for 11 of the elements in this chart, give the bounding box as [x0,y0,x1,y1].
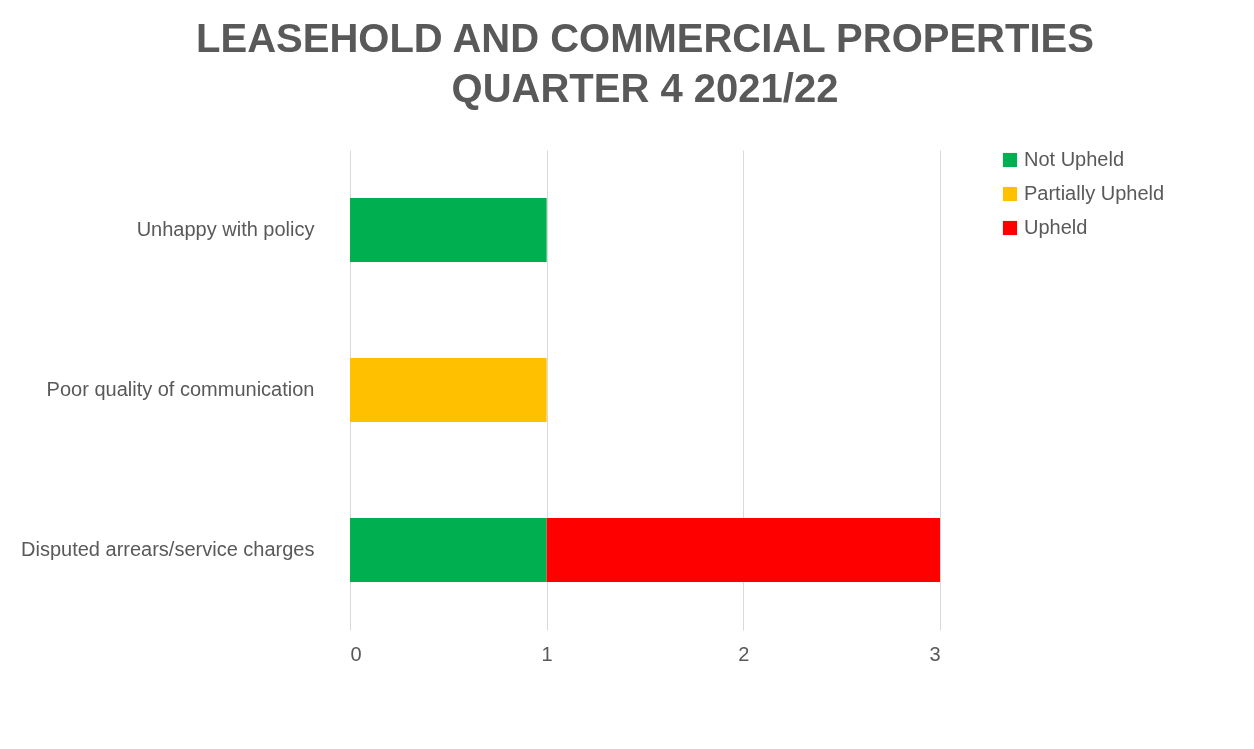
y-tick-label: Poor quality of communication [46,378,315,400]
legend-label: Upheld [1024,216,1088,238]
x-tick-label: 1 [541,642,553,665]
y-tick-label: Unhappy with policy [136,218,315,240]
legend-label: Partially Upheld [1024,182,1165,204]
x-tick-label: 0 [350,642,362,665]
chart-title: LEASEHOLD AND COMMERCIAL PROPERTIES QUARTER 4 2021/22 [196,16,1094,110]
legend-label: Not Upheld [1024,148,1125,170]
x-tick-label: 2 [738,642,750,665]
x-tick-label: 3 [929,642,941,665]
y-tick-label: Disputed arrears/service charges [21,538,315,560]
